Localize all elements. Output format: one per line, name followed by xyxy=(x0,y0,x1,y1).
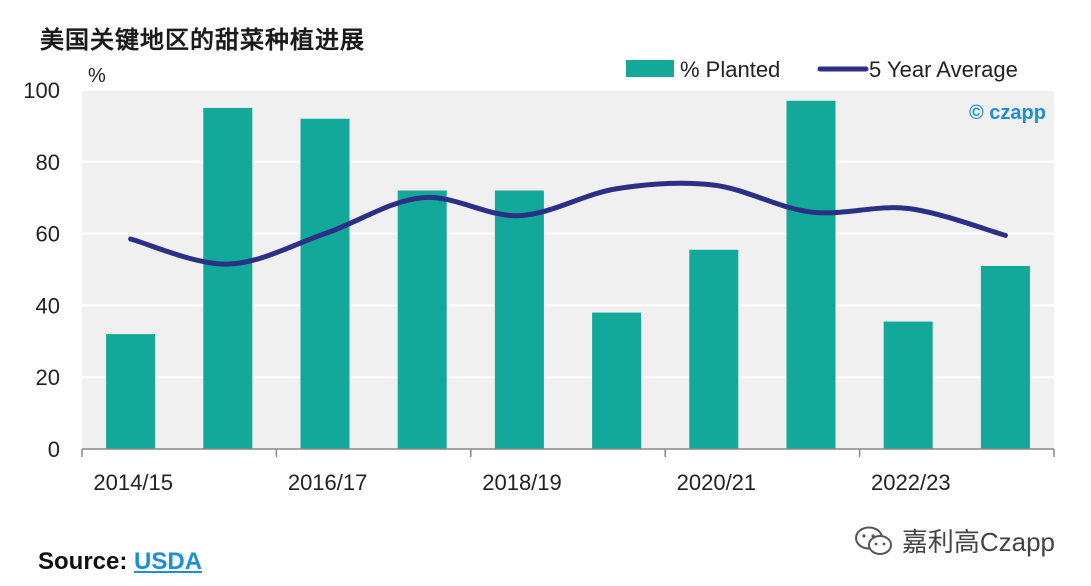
x-tick-label: 2016/17 xyxy=(288,470,368,495)
bar xyxy=(397,190,447,449)
bar xyxy=(300,118,350,449)
legend: % Planted 5 Year Average xyxy=(626,57,1018,82)
bar xyxy=(203,107,253,449)
x-tick-label: 2022/23 xyxy=(871,470,951,495)
legend-bar-swatch xyxy=(626,60,674,77)
x-tick-label: 2020/21 xyxy=(677,470,757,495)
bar xyxy=(689,249,739,449)
bar xyxy=(980,265,1030,449)
y-tick-labels: 0 20 40 60 80 100 xyxy=(23,78,60,462)
watermark-text: 嘉利高Czapp xyxy=(901,527,1055,557)
chart-title: 美国关键地区的甜菜种植进展 xyxy=(40,25,365,54)
y-axis-label: % xyxy=(88,65,106,87)
y-tick-label: 40 xyxy=(36,293,60,318)
axes xyxy=(81,448,1055,457)
x-tick-label: 2018/19 xyxy=(482,470,562,495)
source-link[interactable]: USDA xyxy=(134,548,203,575)
five-year-average-line xyxy=(128,180,1008,267)
x-tick-labels: 2014/15 2016/17 2018/19 2020/21 2022/23 xyxy=(93,470,950,495)
y-tick-label: 60 xyxy=(36,222,60,247)
y-tick-label: 20 xyxy=(36,365,60,390)
bar xyxy=(786,100,836,450)
bar-series xyxy=(106,100,1030,450)
bar xyxy=(592,312,642,449)
y-tick-label: 100 xyxy=(23,78,60,103)
source-line: Source: USDA xyxy=(38,548,202,576)
x-tick-label: 2014/15 xyxy=(93,470,173,495)
legend-bar-label: % Planted xyxy=(680,57,780,82)
bar xyxy=(494,190,544,449)
source-label: Source: xyxy=(38,548,128,575)
wechat-watermark: 嘉利高Czapp xyxy=(854,522,1055,559)
y-tick-label: 0 xyxy=(48,437,60,462)
y-tick-label: 80 xyxy=(36,150,60,175)
bar xyxy=(106,334,156,449)
czapp-brand-logo: © czapp xyxy=(969,102,1046,124)
bar xyxy=(883,321,933,449)
legend-line-label: 5 Year Average xyxy=(869,57,1018,82)
wechat-icon xyxy=(854,526,892,555)
